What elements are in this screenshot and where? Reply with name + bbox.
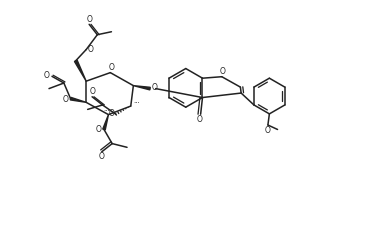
Text: O: O <box>63 95 69 104</box>
Polygon shape <box>103 115 109 130</box>
Text: O: O <box>108 109 114 118</box>
Text: O: O <box>86 15 92 24</box>
Polygon shape <box>70 97 86 102</box>
Text: O: O <box>151 83 157 92</box>
Polygon shape <box>75 60 86 81</box>
Text: O: O <box>89 87 95 96</box>
Text: O: O <box>220 67 226 76</box>
Text: O: O <box>44 71 50 80</box>
Text: O: O <box>265 126 271 135</box>
Text: O: O <box>88 45 94 54</box>
Polygon shape <box>134 86 150 90</box>
Text: ···: ··· <box>103 108 110 114</box>
Text: ···: ··· <box>134 100 140 106</box>
Text: O: O <box>108 63 114 72</box>
Text: O: O <box>99 153 105 161</box>
Text: O: O <box>197 115 203 124</box>
Text: O: O <box>96 125 102 134</box>
